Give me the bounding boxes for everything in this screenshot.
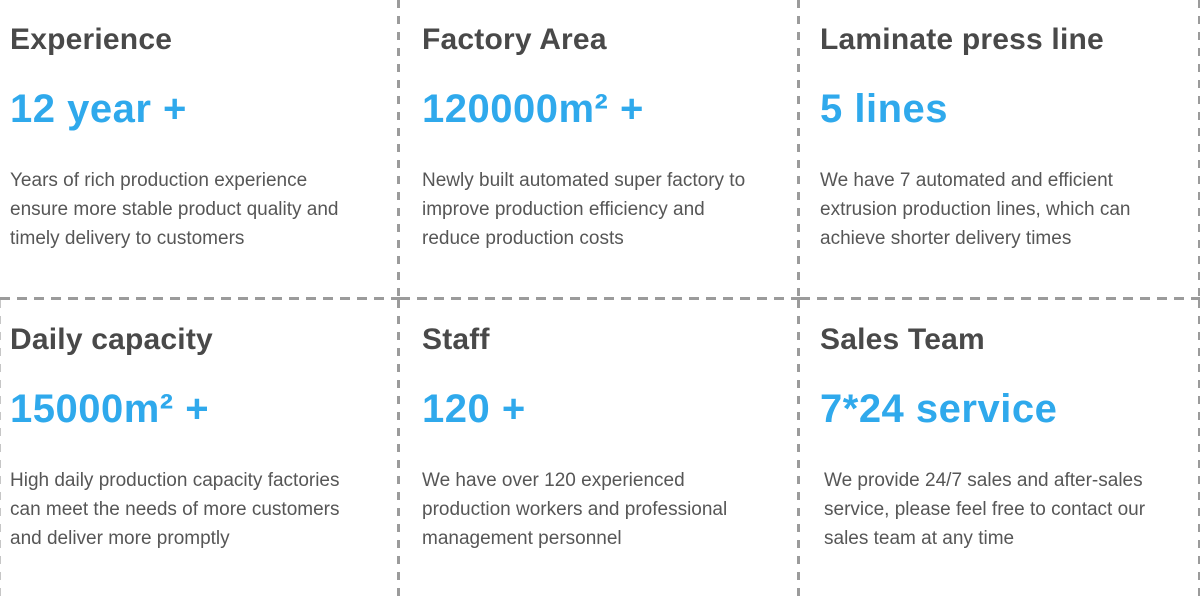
card-sales-team: Sales Team 7*24 service We provide 24/7 … (800, 300, 1200, 600)
card-value: 15000m² + (10, 387, 210, 431)
card-title: Sales Team (820, 323, 985, 356)
left-edge-divider (0, 300, 1, 600)
card-title: Daily capacity (10, 323, 213, 356)
card-description: We provide 24/7 sales and after-sales se… (824, 470, 1146, 549)
card-value: 12 year + (10, 87, 187, 131)
card-title: Staff (422, 323, 490, 356)
card-description: We have over 120 experienced production … (422, 470, 728, 549)
card-description: Years of rich production experience ensu… (10, 170, 339, 249)
card-factory-area: Factory Area 120000m² + Newly built auto… (400, 0, 800, 300)
card-description: High daily production capacity factories… (10, 470, 340, 549)
card-title: Laminate press line (820, 23, 1104, 56)
card-title: Factory Area (422, 23, 607, 56)
card-title: Experience (10, 23, 173, 56)
card-value: 7*24 service (820, 387, 1058, 431)
card-experience: Experience 12 year + Years of rich produ… (0, 0, 400, 300)
card-description: Newly built automated super factory to i… (422, 170, 746, 249)
card-staff: Staff 120 + We have over 120 experienced… (400, 300, 800, 600)
card-value: 120000m² + (422, 87, 644, 131)
card-daily-capacity: Daily capacity 15000m² + High daily prod… (0, 300, 400, 600)
card-value: 120 + (422, 387, 526, 431)
card-description: We have 7 automated and efficient extrus… (820, 170, 1131, 249)
card-value: 5 lines (820, 87, 949, 131)
card-laminate-press-line: Laminate press line 5 lines We have 7 au… (800, 0, 1200, 300)
